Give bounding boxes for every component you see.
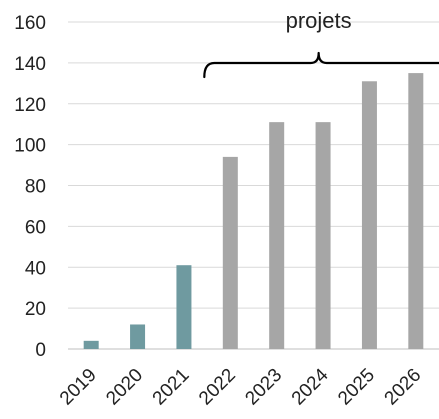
x-tick-label: 2026 bbox=[381, 365, 426, 410]
x-tick-label: 2025 bbox=[334, 365, 379, 410]
bar-2019 bbox=[84, 341, 99, 349]
x-tick-label: 2022 bbox=[195, 365, 240, 410]
y-tick-label: 80 bbox=[25, 177, 46, 198]
bars bbox=[84, 73, 424, 349]
x-axis-ticks: 2019 2020 2021 2022 2023 2024 2025 2026 bbox=[56, 364, 425, 409]
y-tick-label: 120 bbox=[14, 95, 46, 116]
bracket-label: projets bbox=[286, 8, 352, 33]
bar-2021 bbox=[176, 265, 191, 349]
x-tick-label: 2021 bbox=[149, 365, 194, 410]
bar-2023 bbox=[269, 122, 284, 349]
bar-2020 bbox=[130, 324, 145, 349]
y-tick-label: 160 bbox=[14, 13, 46, 34]
x-tick-label: 2024 bbox=[288, 364, 333, 409]
y-tick-label: 60 bbox=[25, 217, 46, 238]
y-axis-ticks: 0 20 40 60 80 100 120 140 160 bbox=[14, 13, 46, 361]
x-tick-label: 2019 bbox=[56, 365, 101, 410]
bar-2026 bbox=[408, 73, 423, 349]
bar-2022 bbox=[223, 157, 238, 349]
bar-2025 bbox=[362, 81, 377, 349]
y-tick-label: 0 bbox=[35, 340, 46, 361]
bracket-shape bbox=[204, 53, 439, 77]
y-tick-label: 100 bbox=[14, 136, 46, 157]
x-tick-label: 2020 bbox=[102, 365, 147, 410]
projection-bracket: projets bbox=[204, 8, 439, 77]
y-tick-label: 140 bbox=[14, 54, 46, 75]
x-tick-label: 2023 bbox=[241, 365, 286, 410]
y-tick-label: 40 bbox=[25, 258, 46, 279]
gridlines bbox=[68, 22, 439, 349]
y-tick-label: 20 bbox=[25, 299, 46, 320]
bar-2024 bbox=[316, 122, 331, 349]
